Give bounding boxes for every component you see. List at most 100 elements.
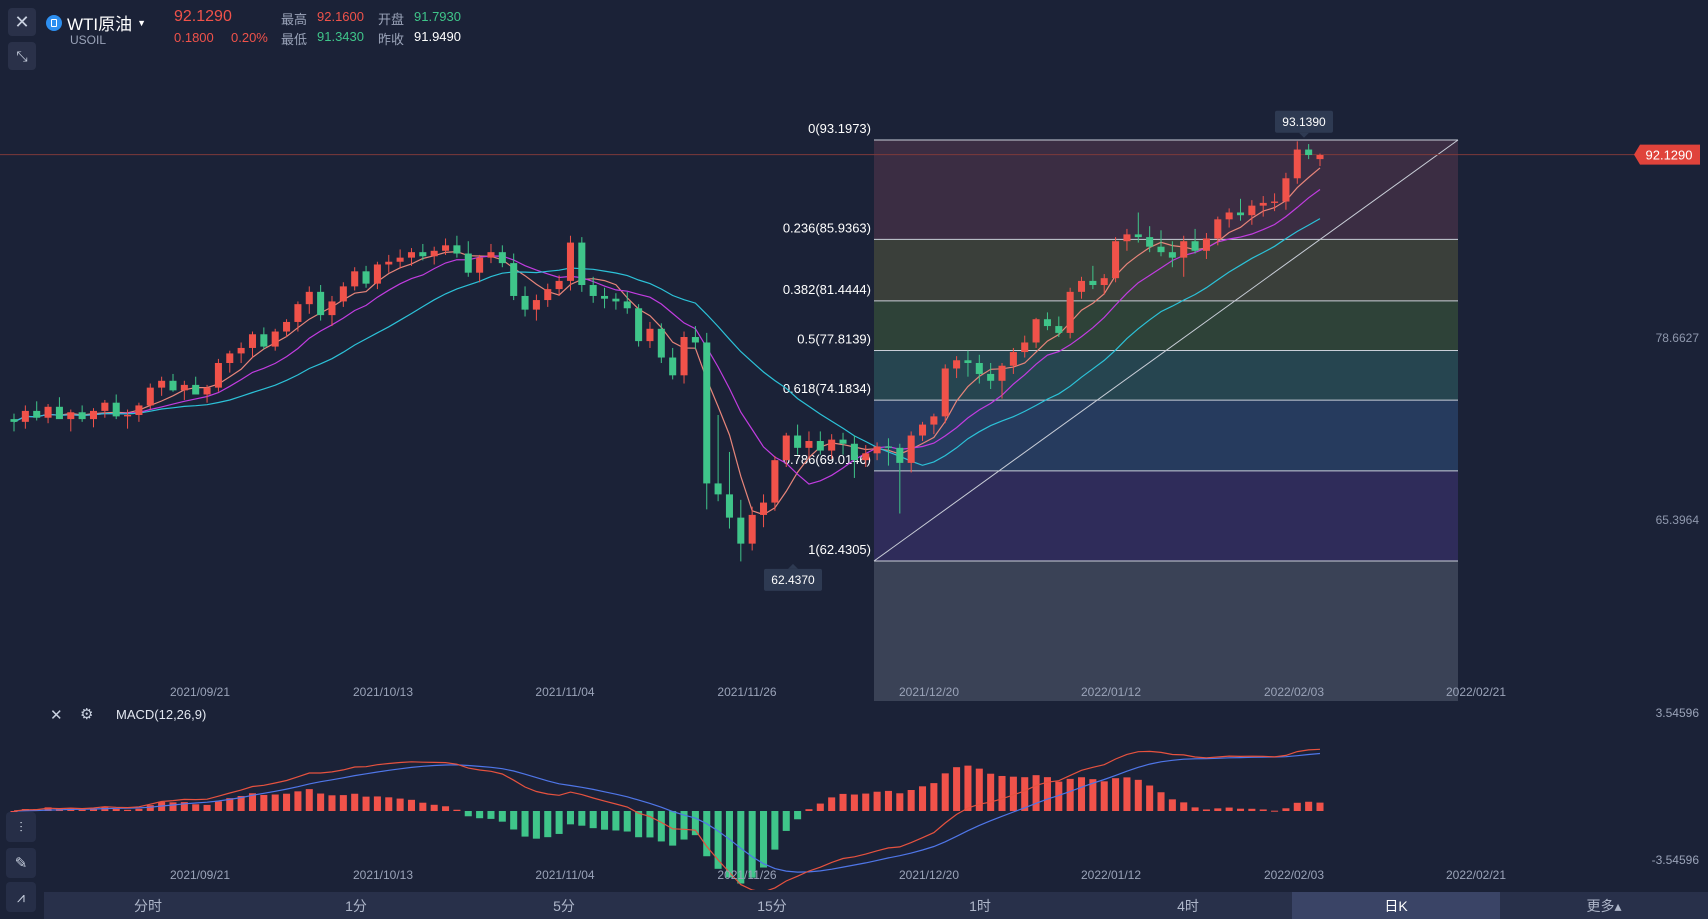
macd-histogram-bar	[646, 811, 654, 838]
macd-histogram-bar	[180, 802, 188, 811]
macd-histogram-bar	[1248, 808, 1256, 811]
candle-body	[101, 402, 109, 411]
macd-histogram-bar	[1282, 808, 1290, 811]
fullscreen-button[interactable]: ⤡	[8, 42, 36, 70]
macd-histogram-bar	[748, 811, 756, 878]
macd-histogram-bar	[612, 811, 620, 831]
last-price-tag	[1634, 144, 1700, 165]
timeframe-tab[interactable]: 4时	[1177, 897, 1199, 914]
fib-trend-line	[873, 139, 1459, 562]
macd-histogram-bar	[1259, 809, 1267, 811]
macd-histogram-bar	[1100, 781, 1108, 811]
macd-date-label: 2021/11/26	[717, 868, 776, 882]
macd-histogram-bar	[623, 811, 631, 832]
candle-body	[680, 337, 688, 376]
candle-body	[532, 300, 540, 310]
symbol-name: WTI原油	[67, 15, 133, 34]
candle-body	[907, 435, 915, 463]
candle-body	[1043, 319, 1051, 327]
chart-type-button[interactable]: ⩘	[6, 882, 36, 912]
candle-body	[89, 410, 98, 420]
candle-body	[373, 264, 381, 284]
macd-histogram-bar	[476, 811, 484, 819]
macd-close-button[interactable]: ✕	[50, 706, 63, 724]
candle-body	[476, 257, 484, 273]
candle-body	[498, 252, 506, 264]
macd-chart[interactable]: 3.54596 -3.54596 2021/09/21 2021/10/13 2021/…	[0, 700, 1708, 890]
date-axis-label: 2021/11/26	[717, 685, 776, 699]
candle-body	[1066, 291, 1074, 333]
candle-body	[964, 360, 972, 364]
macd-histogram-bar	[1293, 802, 1301, 811]
price-change-pct: 0.20%	[231, 30, 268, 45]
candle-body	[362, 271, 370, 284]
macd-histogram-bar	[1191, 807, 1199, 811]
macd-histogram-bar	[601, 811, 609, 830]
macd-histogram-bar	[362, 796, 370, 811]
marker-pointer	[788, 563, 798, 569]
candle-body	[33, 410, 41, 418]
timeframe-tab[interactable]: 5分	[553, 897, 575, 914]
macd-histogram-bar	[714, 811, 722, 869]
candle-body	[1293, 149, 1301, 179]
macd-histogram-bar	[1112, 778, 1120, 811]
macd-histogram-bar	[725, 811, 733, 878]
candle-body	[578, 242, 586, 286]
price-chart[interactable]: 0(93.1973) 0.236(85.9363) 0.382(81.4444) 0.…	[0, 0, 1708, 705]
close-chart-button[interactable]: ✕	[8, 8, 36, 36]
candle-body	[884, 446, 892, 448]
macd-histogram-bar	[442, 806, 450, 811]
candle-body	[896, 447, 904, 463]
fib-extension-zone	[874, 561, 1458, 701]
candle-body	[55, 406, 63, 420]
macd-histogram-bar	[510, 811, 518, 830]
ma20-line	[13, 218, 1321, 466]
timeframe-tab[interactable]: 1分	[345, 897, 367, 914]
macd-date-label: 2021/09/21	[170, 868, 230, 882]
macd-histogram-bar	[691, 811, 699, 836]
macd-histogram-bar	[1032, 775, 1040, 811]
timeframe-tab[interactable]: 分时	[134, 897, 162, 914]
macd-date-label: 2021/12/20	[899, 868, 959, 882]
macd-histogram-bar	[1271, 810, 1279, 812]
draw-tool-button[interactable]: ✎	[6, 848, 36, 878]
macd-settings-button[interactable]: ⚙	[80, 705, 93, 723]
macd-histogram-bar	[294, 791, 302, 811]
indicator-button[interactable]: ⫶	[6, 812, 36, 842]
macd-histogram-bar	[1202, 809, 1210, 811]
macd-histogram-bar	[953, 767, 961, 811]
candle-body	[850, 443, 858, 461]
timeframe-tab[interactable]: 更多▴	[1586, 897, 1622, 914]
last-price: 92.1290	[174, 8, 232, 25]
macd-histogram-bar	[635, 811, 643, 838]
timeframe-bar: 分时 1分 5分 15分 1时 4时 日K 更多▴	[44, 892, 1708, 919]
low-label: 最低	[281, 32, 308, 47]
candle-body	[158, 380, 166, 388]
date-axis-label: 2021/09/21	[170, 685, 230, 699]
candle-body	[305, 291, 313, 305]
candle-body	[1123, 234, 1131, 242]
timeframe-tab[interactable]: 15分	[757, 897, 787, 914]
candle-body	[44, 406, 52, 418]
macd-histogram-bar	[816, 803, 824, 811]
candle-body	[135, 405, 143, 416]
timeframe-tab[interactable]: 1时	[969, 897, 991, 914]
macd-histogram-bar	[975, 768, 983, 811]
macd-histogram-bar	[566, 811, 574, 825]
candle-body	[544, 289, 552, 301]
ma5-line	[13, 167, 1321, 516]
macd-axis-top: 3.54596	[1656, 706, 1700, 720]
symbol-selector[interactable]: WTI原油 ▼	[46, 10, 146, 35]
candle-body	[1089, 280, 1097, 286]
macd-histogram-bar	[919, 786, 927, 811]
timeframe-tab[interactable]: 日K	[1292, 892, 1500, 919]
candle-body	[1100, 278, 1108, 286]
candle-body	[510, 263, 518, 296]
macd-histogram-bar	[532, 811, 540, 839]
low-marker-box	[764, 568, 822, 591]
candle-body	[283, 321, 291, 332]
macd-histogram-bar	[884, 790, 892, 811]
candle-body	[998, 365, 1006, 381]
macd-histogram-bar	[328, 795, 336, 811]
date-axis-label: 2022/02/21	[1446, 685, 1506, 699]
